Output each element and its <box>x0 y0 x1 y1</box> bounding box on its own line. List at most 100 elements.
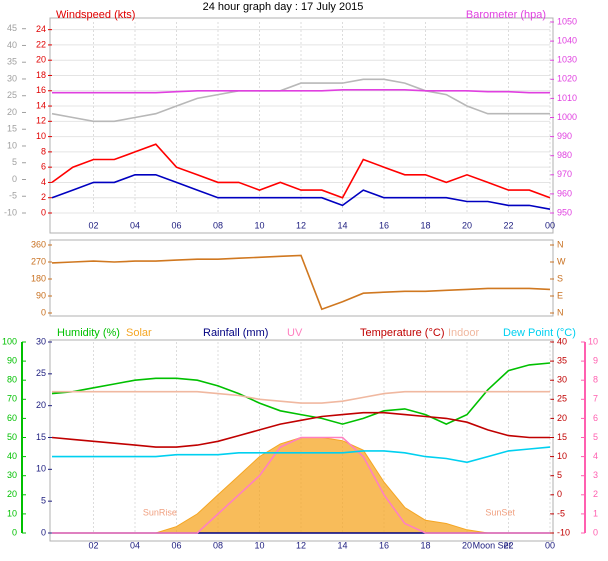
y3-tick-label: 80 <box>7 375 17 385</box>
y2-tick-label: 960 <box>557 188 572 198</box>
x-tick-label: 14 <box>337 220 347 230</box>
y-tick-label: 90 <box>36 290 46 300</box>
y3-tick-label: 70 <box>7 394 17 404</box>
x-tick-label: 06 <box>171 220 181 230</box>
y2-tick-label: 950 <box>557 207 572 217</box>
legend-entry: Indoor <box>448 327 480 339</box>
y-tick-label: 4 <box>41 177 46 187</box>
y-tick-label: 20 <box>36 400 46 410</box>
line <box>52 390 550 404</box>
y-tick-label: 15 <box>36 432 46 442</box>
y2-axis-label: Barometer (hpa) <box>466 9 546 21</box>
y-tick-label: 0 <box>41 207 46 217</box>
annotation: SunSet <box>485 507 515 517</box>
panel-frame <box>49 239 554 317</box>
y2-tick-label: 1030 <box>557 55 577 65</box>
y3-tick-label: 20 <box>7 107 17 117</box>
y2-tick-label: E <box>557 290 563 300</box>
x-tick-label: 16 <box>379 540 389 550</box>
x-tick-label: 02 <box>88 540 98 550</box>
x-tick-label: 20 <box>462 540 472 550</box>
y2-tick-label: N <box>557 307 564 317</box>
y3-tick-label: 0 <box>12 527 17 537</box>
title: 24 hour graph day : 17 July 2015 <box>203 1 364 13</box>
y-tick-label: 18 <box>36 70 46 80</box>
y2-tick-label: 25 <box>557 394 567 404</box>
x-tick-label: 10 <box>254 540 264 550</box>
y2-tick-label: S <box>557 273 563 283</box>
y2-tick-label: 0 <box>557 489 562 499</box>
x-tick-label: 14 <box>337 540 347 550</box>
annotation: SunRise <box>143 507 177 517</box>
y2-tick-label: -10 <box>557 527 570 537</box>
y3-tick-label: 30 <box>7 470 17 480</box>
legend-entry: Temperature (°C) <box>360 327 444 339</box>
legend-entry: Humidity (%) <box>57 327 120 339</box>
y-tick-label: 25 <box>36 368 46 378</box>
y-tick-label: 22 <box>36 39 46 49</box>
y3-tick-label: 15 <box>7 124 17 134</box>
y-tick-label: 16 <box>36 85 46 95</box>
line <box>51 174 551 210</box>
x-tick-label: 18 <box>420 540 430 550</box>
y2-tick-label: 970 <box>557 169 572 179</box>
line <box>51 254 551 311</box>
y-tick-label: 8 <box>41 146 46 156</box>
y2-tick-label: 1010 <box>557 93 577 103</box>
legend-entry: Dew Point (°C) <box>503 327 576 339</box>
y-tick-label: 10 <box>36 464 46 474</box>
annotation: Moon Set <box>473 540 512 550</box>
y2-tick-label: N <box>557 239 564 249</box>
y2-tick-label: -5 <box>557 508 565 518</box>
y3-tick-label: 90 <box>7 355 17 365</box>
y-tick-label: 24 <box>36 24 46 34</box>
y3-tick-label: 10 <box>7 140 17 150</box>
y3-tick-label: 25 <box>7 90 17 100</box>
y-tick-label: 5 <box>41 496 46 506</box>
x-tick-label: 16 <box>379 220 389 230</box>
y3-tick-label: -10 <box>4 207 17 217</box>
line <box>51 362 551 425</box>
x-tick-label: 18 <box>420 220 430 230</box>
line <box>52 89 550 94</box>
y4-tick-label: 3 <box>593 470 598 480</box>
y-tick-label: 12 <box>36 116 46 126</box>
y4-tick-label: 4 <box>593 451 598 461</box>
y-tick-label: 10 <box>36 131 46 141</box>
y2-tick-label: 40 <box>557 336 567 346</box>
y-tick-label: 0 <box>41 527 46 537</box>
y-tick-label: 360 <box>31 239 46 249</box>
y4-tick-label: 7 <box>593 394 598 404</box>
x-tick-label: 08 <box>213 540 223 550</box>
y-axis-label: Windspeed (kts) <box>56 9 135 21</box>
y2-tick-label: 1050 <box>557 16 577 26</box>
y3-tick-label: 50 <box>7 432 17 442</box>
y3-tick-label: 100 <box>2 336 17 346</box>
y4-tick-label: 8 <box>593 375 598 385</box>
y-tick-label: 30 <box>36 336 46 346</box>
y4-tick-label: 10 <box>588 336 598 346</box>
y2-tick-label: 35 <box>557 355 567 365</box>
y2-tick-label: 5 <box>557 470 562 480</box>
y-tick-label: 2 <box>41 192 46 202</box>
y2-tick-label: 1000 <box>557 112 577 122</box>
y3-tick-label: 40 <box>7 451 17 461</box>
y-tick-label: 0 <box>41 307 46 317</box>
y4-tick-label: 9 <box>593 355 598 365</box>
x-tick-label: 20 <box>462 220 472 230</box>
y2-tick-label: 990 <box>557 131 572 141</box>
line <box>51 143 551 199</box>
x-tick-label: 22 <box>503 220 513 230</box>
y-tick-label: 14 <box>36 100 46 110</box>
y3-tick-label: 60 <box>7 413 17 423</box>
x-tick-label: 12 <box>296 540 306 550</box>
y3-tick-label: 5 <box>12 157 17 167</box>
x-tick-label: 00 <box>545 540 555 550</box>
y-tick-label: 6 <box>41 162 46 172</box>
y4-tick-label: 5 <box>593 432 598 442</box>
y3-tick-label: 30 <box>7 73 17 83</box>
y2-tick-label: 1020 <box>557 74 577 84</box>
legend-entry: Solar <box>126 327 152 339</box>
y3-tick-label: 20 <box>7 489 17 499</box>
